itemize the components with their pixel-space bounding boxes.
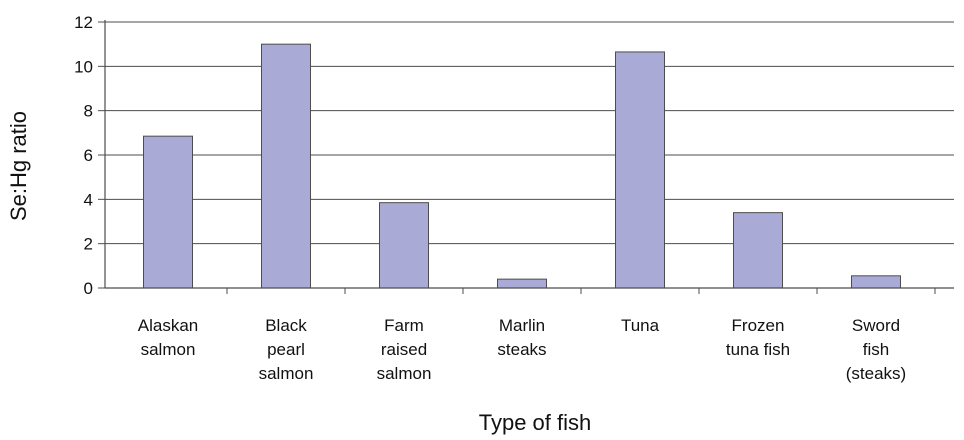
bar	[851, 275, 901, 289]
y-tick-label: 0	[84, 279, 93, 298]
bar	[379, 202, 429, 289]
x-category-label: Tuna	[621, 316, 660, 335]
x-category-label: Marlin	[499, 316, 545, 335]
y-tick-label: 8	[84, 102, 93, 121]
bar	[615, 51, 665, 289]
x-category-label: Black	[265, 316, 307, 335]
bars	[143, 43, 901, 289]
x-axis-title: Type of fish	[479, 410, 592, 435]
x-category-label: Farm	[384, 316, 424, 335]
x-category-label: salmon	[259, 364, 314, 383]
y-tick-label: 4	[84, 190, 93, 209]
y-tick-label: 12	[74, 13, 93, 32]
bar	[733, 212, 783, 289]
x-category-label: raised	[381, 340, 427, 359]
x-category-label: Alaskan	[138, 316, 198, 335]
y-tick-label: 2	[84, 235, 93, 254]
y-tick-labels: 0 2 4 6 8 10 12	[74, 13, 93, 298]
x-category-label: fish	[863, 340, 889, 359]
x-category-label: Sword	[852, 316, 900, 335]
grid-lines	[105, 21, 954, 245]
y-axis-title: Se:Hg ratio	[6, 111, 31, 221]
y-tick-label: 10	[74, 57, 93, 76]
y-tick-label: 6	[84, 146, 93, 165]
axes	[98, 20, 954, 294]
x-category-label: steaks	[497, 340, 546, 359]
bar	[143, 135, 193, 289]
x-category-labels: Alaskan salmon Black pearl salmon Farm raised s…	[138, 316, 906, 383]
x-category-label: salmon	[377, 364, 432, 383]
x-category-label: pearl	[267, 340, 305, 359]
bar	[497, 278, 547, 289]
x-category-label: tuna fish	[726, 340, 790, 359]
bar	[261, 43, 311, 289]
x-category-label: salmon	[141, 340, 196, 359]
x-category-label: Frozen	[732, 316, 785, 335]
x-category-label: (steaks)	[846, 364, 906, 383]
